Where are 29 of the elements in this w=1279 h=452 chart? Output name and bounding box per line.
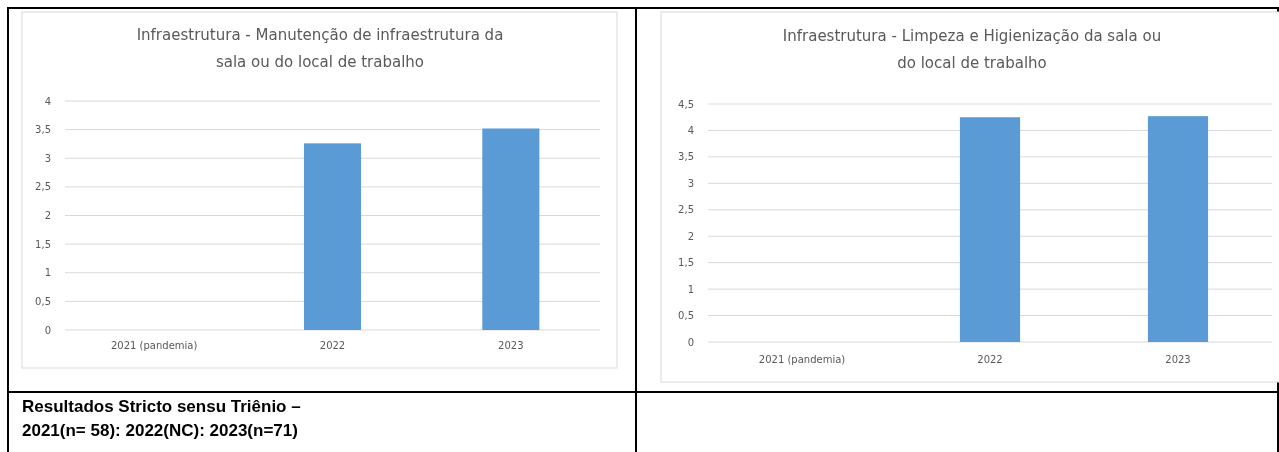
- y-tick-label: 1: [687, 283, 694, 295]
- x-tick-label: 2021 (pandemia): [758, 354, 846, 365]
- text: 2021(n= 58): 2022(NC): 2023(n=71): [22, 421, 298, 440]
- text: Resultados Stricto sensu Triênio –: [22, 397, 301, 416]
- y-tick-label: 0,5: [35, 295, 51, 307]
- x-tick-label: 2021 (pandemia): [110, 340, 198, 351]
- x-tick-label: 2022: [977, 354, 1003, 365]
- y-tick-label: 0: [44, 324, 51, 336]
- y-tick-label: 3,5: [35, 124, 51, 136]
- y-tick-label: 3,5: [678, 151, 694, 163]
- chart-title: Infraestrutura - Limpeza e Higienização da sala ou do local de trabalho: [782, 27, 1162, 72]
- x-tick-label: 2023: [1165, 354, 1191, 365]
- y-tick-label: 2: [44, 210, 51, 221]
- y-tick-label: 1: [44, 267, 51, 279]
- y-tick-label: 2: [687, 230, 694, 242]
- y-tick-label: 2,5: [35, 181, 51, 193]
- y-tick-label: 4: [44, 95, 51, 107]
- y-tick-label: 1,5: [678, 257, 694, 269]
- y-tick-label: 0: [687, 336, 694, 348]
- chart-title: Infraestrutura - Manutenção de infraestrutura da sala ou do local de trabalho: [136, 26, 504, 71]
- y-tick-label: 4: [687, 124, 694, 136]
- y-tick-label: 0,5: [678, 310, 694, 322]
- x-tick-label: 2022: [319, 340, 346, 351]
- y-tick-label: 1,5: [35, 238, 51, 250]
- y-tick-label: 4,5: [678, 98, 694, 110]
- y-tick-label: 2,5: [678, 204, 694, 216]
- x-tick-label: 2023: [498, 340, 524, 351]
- y-tick-label: 3: [687, 177, 694, 189]
- y-tick-label: 3: [44, 152, 51, 164]
